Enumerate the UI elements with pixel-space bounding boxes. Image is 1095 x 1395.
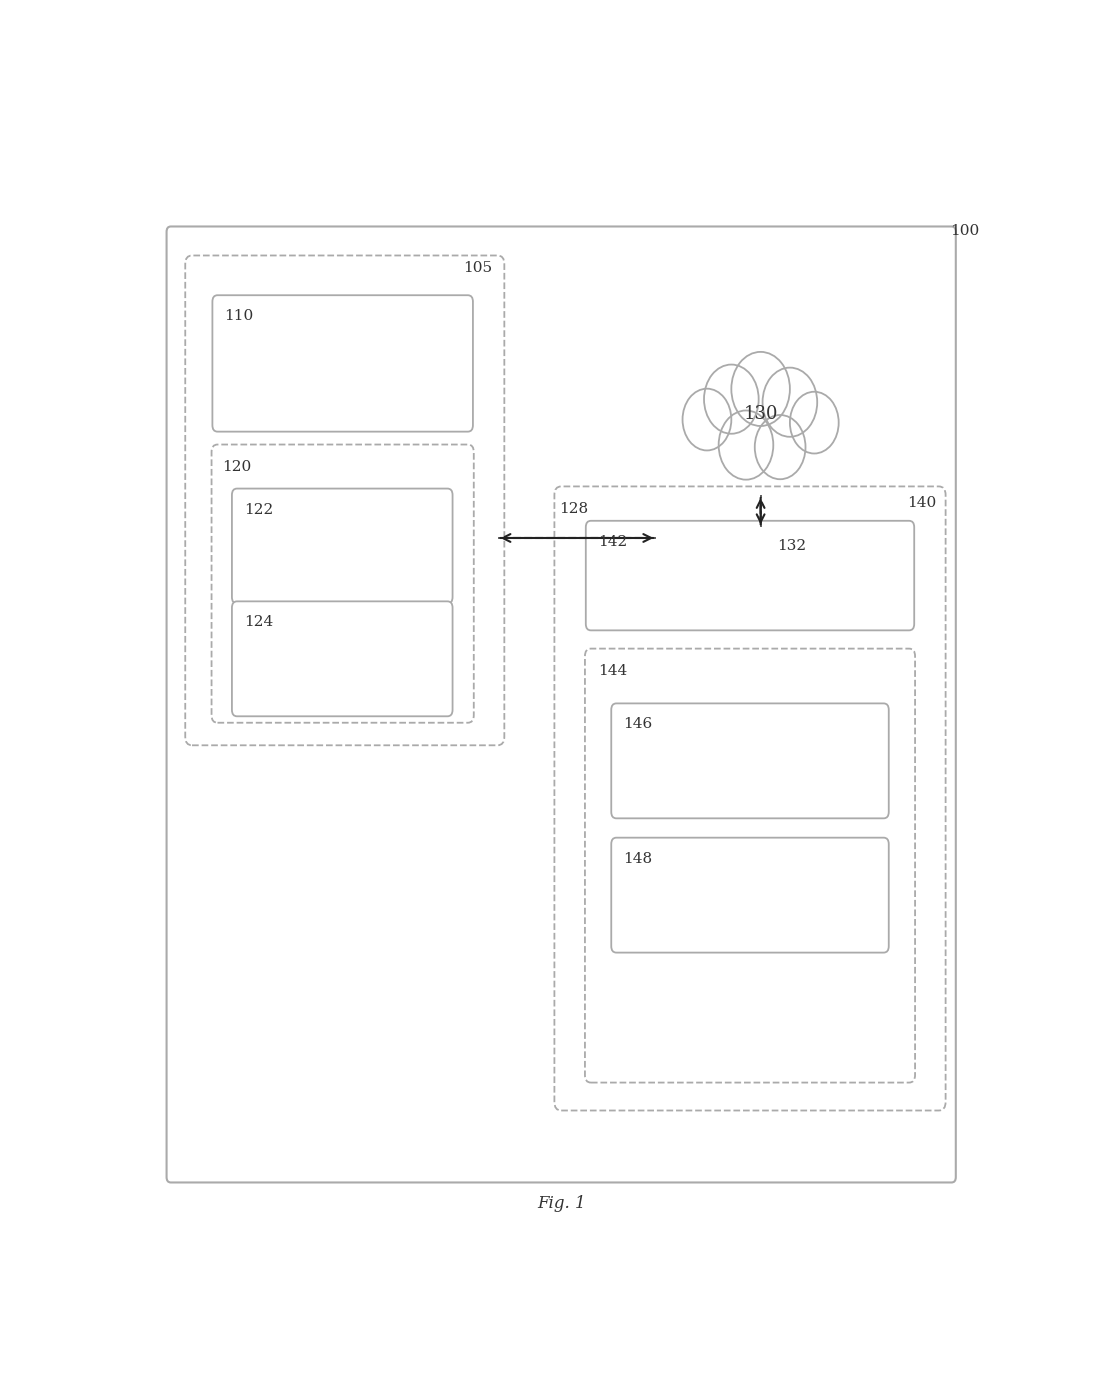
Text: Fig. 1: Fig. 1 [537, 1196, 586, 1212]
Text: 148: 148 [623, 851, 653, 866]
FancyBboxPatch shape [232, 601, 452, 716]
Text: 105: 105 [463, 261, 493, 275]
FancyBboxPatch shape [586, 520, 914, 631]
FancyBboxPatch shape [211, 445, 474, 723]
FancyBboxPatch shape [212, 296, 473, 431]
Text: 130: 130 [744, 406, 777, 424]
Text: 100: 100 [949, 225, 979, 239]
Text: 124: 124 [244, 615, 273, 629]
Text: 144: 144 [598, 664, 627, 678]
FancyBboxPatch shape [166, 226, 956, 1183]
FancyBboxPatch shape [554, 487, 946, 1110]
Circle shape [731, 352, 789, 425]
Text: 120: 120 [221, 459, 251, 473]
Circle shape [762, 368, 817, 437]
Circle shape [718, 410, 773, 480]
Circle shape [754, 414, 806, 480]
Circle shape [682, 389, 731, 451]
Text: 146: 146 [623, 717, 653, 731]
Text: 140: 140 [908, 497, 936, 511]
Text: 128: 128 [560, 502, 588, 516]
FancyBboxPatch shape [185, 255, 505, 745]
Text: 132: 132 [777, 538, 807, 552]
Text: 110: 110 [224, 310, 254, 324]
FancyBboxPatch shape [585, 649, 915, 1083]
Text: 142: 142 [598, 534, 627, 548]
FancyBboxPatch shape [611, 703, 889, 819]
Circle shape [704, 364, 759, 434]
Circle shape [789, 392, 839, 453]
Text: 122: 122 [244, 502, 273, 516]
FancyBboxPatch shape [611, 837, 889, 953]
FancyBboxPatch shape [232, 488, 452, 604]
